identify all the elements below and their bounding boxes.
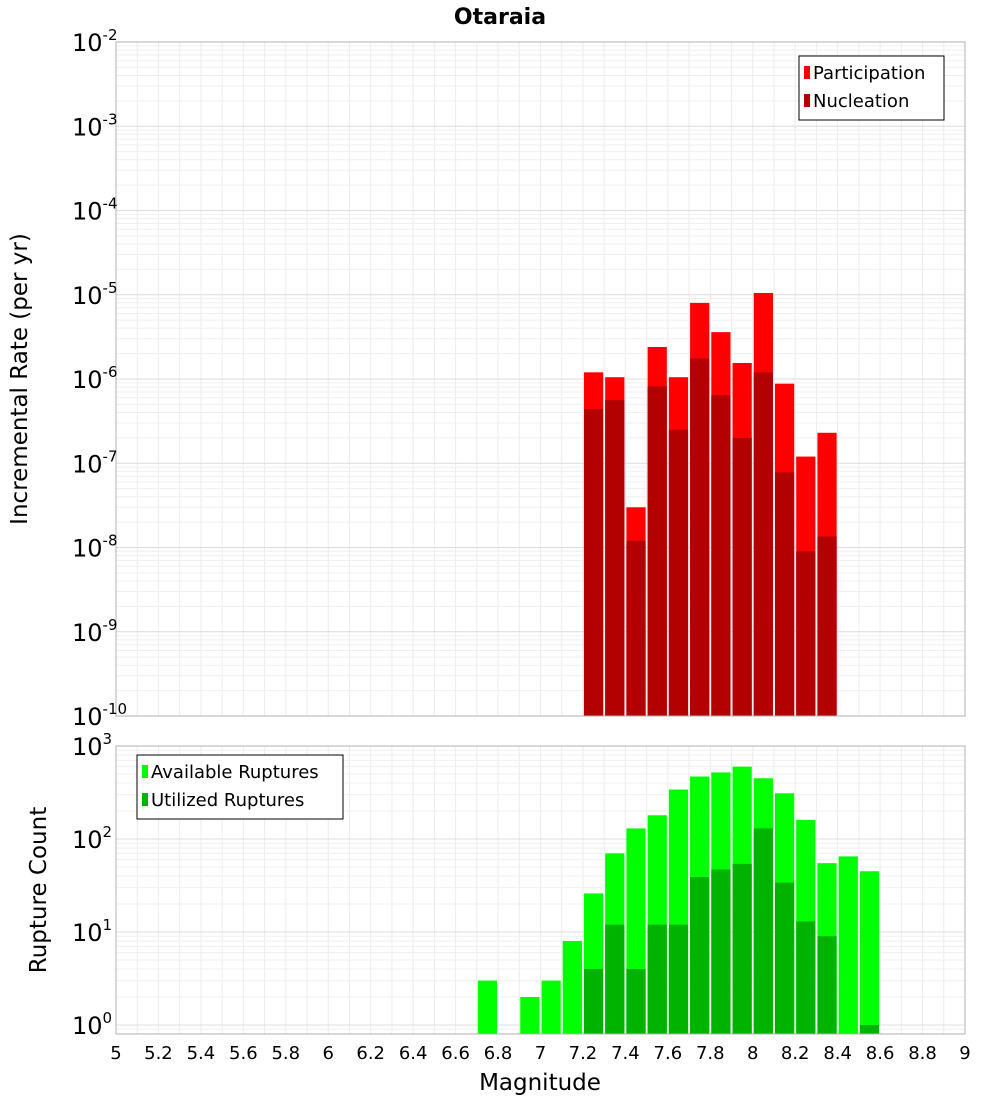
y-tick-label: 10-10: [72, 700, 127, 731]
legend-box: [136, 754, 344, 820]
nucleation-bar: [605, 400, 625, 716]
nucleation-bar: [583, 409, 604, 716]
available-ruptures-bar: [859, 871, 880, 1034]
rate-axis-label: Incremental Rate (per yr): [7, 233, 33, 525]
x-tick-label: 5.2: [144, 1043, 173, 1064]
x-tick-label: 6.6: [441, 1043, 470, 1064]
legend-swatch: [804, 94, 810, 107]
utilized-ruptures-bar: [711, 869, 731, 1034]
rate-plot-grid: [115, 42, 966, 717]
legend-swatch: [142, 765, 148, 778]
y-tick-label: 10-3: [72, 110, 118, 141]
utilized-ruptures-bar: [774, 882, 795, 1034]
x-tick-label: 5.4: [187, 1043, 216, 1064]
utilized-ruptures-bar: [859, 1024, 880, 1034]
x-tick-label: 7.2: [569, 1043, 598, 1064]
available-ruptures-bar: [541, 980, 561, 1034]
nucleation-bar: [690, 358, 710, 716]
legend-label: Nucleation: [813, 91, 909, 112]
x-tick-label: 7.6: [654, 1043, 683, 1064]
x-tick-label: 6: [323, 1043, 334, 1064]
nucleation-bar: [796, 551, 816, 716]
x-tick-label: 8.6: [866, 1043, 895, 1064]
x-tick-label: 9: [959, 1043, 970, 1064]
x-tick-label: 6.2: [356, 1043, 385, 1064]
x-tick-label: 6.4: [399, 1043, 428, 1064]
nucleation-bar: [711, 395, 731, 716]
x-tick-label: 7.8: [696, 1043, 725, 1064]
x-tick-label: 5.6: [229, 1043, 258, 1064]
y-tick-label: 10-4: [72, 195, 118, 226]
y-tick-label: 103: [72, 730, 112, 761]
y-tick-label: 10-5: [72, 279, 118, 310]
x-tick-label: 5.8: [271, 1043, 300, 1064]
x-tick-label: 8.2: [781, 1043, 810, 1064]
nucleation-bar: [668, 429, 689, 716]
legend-label: Participation: [813, 63, 925, 84]
x-tick-label: 8.4: [823, 1043, 852, 1064]
nucleation-bar: [732, 437, 752, 716]
nucleation-bar: [753, 372, 773, 716]
magnitude-x-ticks: 5 5.2 5.4 5.6 5.8 6 6.2 6.4 6.6 6.8 7 7.2 7.4 7.6 7.8 8…: [110, 1043, 970, 1064]
legend-box: [798, 55, 945, 121]
count-legend: Available Ruptures Utilized Ruptures: [136, 754, 344, 820]
y-tick-label: 10-6: [72, 363, 118, 394]
y-tick-label: 10-2: [72, 26, 118, 57]
legend-swatch: [804, 66, 810, 79]
available-ruptures-bar: [562, 941, 582, 1034]
y-tick-label: 100: [72, 1009, 112, 1040]
legend-label: Available Ruptures: [151, 762, 319, 783]
x-tick-label: 7.4: [611, 1043, 640, 1064]
x-tick-label: 7: [535, 1043, 546, 1064]
x-tick-label: 6.8: [484, 1043, 513, 1064]
utilized-ruptures-bar: [796, 921, 816, 1034]
x-tick-label: 5: [110, 1043, 121, 1064]
magnitude-axis-label: Magnitude: [479, 1070, 601, 1096]
rate-y-ticks: 10-2 10-3 10-4 10-5 10-6 10-7 10-8 10-9 10-10: [72, 26, 127, 731]
rate-plot-frame: [115, 41, 966, 717]
utilized-ruptures-bar: [626, 968, 646, 1034]
y-tick-label: 10-9: [72, 616, 118, 647]
nucleation-bar: [817, 536, 837, 716]
utilized-ruptures-bar: [647, 924, 667, 1034]
nucleation-bar: [774, 472, 795, 716]
count-y-ticks: 103 102 101 100: [72, 730, 112, 1040]
y-tick-label: 101: [72, 916, 112, 947]
available-ruptures-bar: [838, 856, 858, 1034]
chart-title: Otaraia: [454, 5, 546, 30]
x-tick-label: 8: [747, 1043, 758, 1064]
y-tick-label: 10-7: [72, 447, 118, 478]
nucleation-bar: [647, 386, 667, 716]
utilized-ruptures-bar: [732, 863, 752, 1034]
utilized-ruptures-bar: [583, 968, 604, 1034]
x-tick-label: 8.8: [908, 1043, 937, 1064]
y-tick-label: 102: [72, 823, 112, 854]
count-axis-label: Rupture Count: [26, 807, 52, 973]
rate-plot-bars: [583, 292, 837, 716]
utilized-ruptures-bar: [690, 877, 710, 1034]
count-plot-frame: [115, 745, 966, 1035]
available-ruptures-bar: [520, 996, 540, 1034]
legend-label: Utilized Ruptures: [151, 790, 304, 811]
count-plot-bars: [477, 766, 880, 1034]
utilized-ruptures-bar: [817, 936, 837, 1034]
y-tick-label: 10-8: [72, 532, 118, 563]
utilized-ruptures-bar: [605, 924, 625, 1034]
available-ruptures-bar: [477, 980, 498, 1034]
utilized-ruptures-bar: [668, 924, 689, 1034]
legend-swatch: [142, 793, 148, 806]
nucleation-bar: [626, 540, 646, 716]
rate-legend: Participation Nucleation: [798, 55, 945, 121]
utilized-ruptures-bar: [753, 828, 773, 1034]
